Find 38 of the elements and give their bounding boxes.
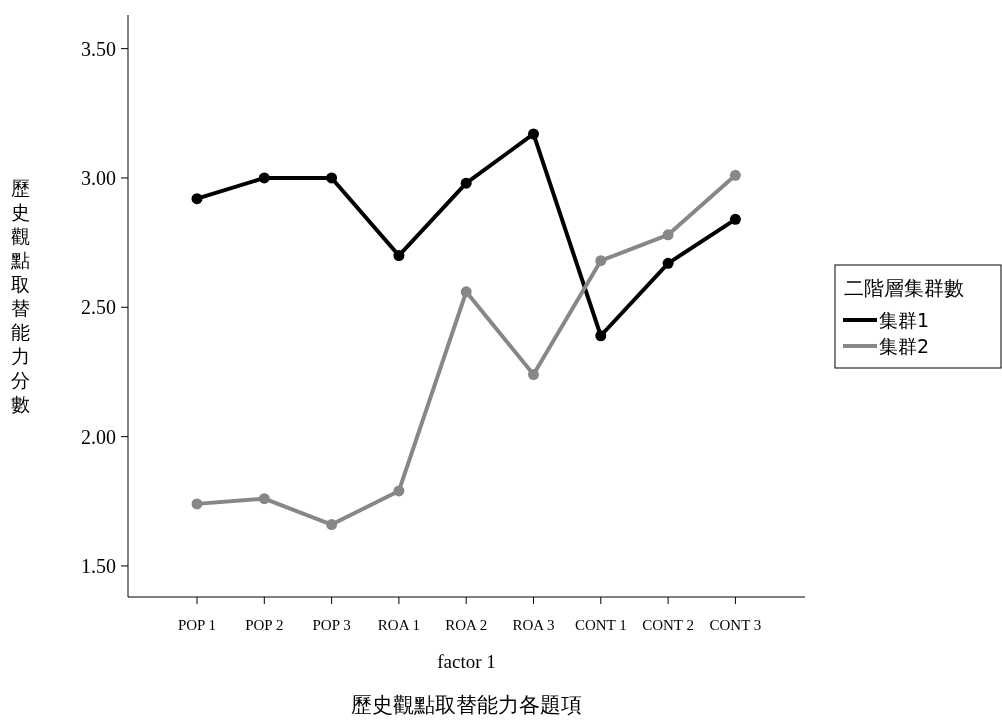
point	[393, 485, 405, 497]
x-tick-label: ROA 2	[445, 617, 488, 633]
legend-title: 二階層集群數	[844, 276, 964, 300]
text: 歷史觀點取替能力各題項	[351, 693, 582, 717]
x-axis-title: factor 1	[437, 651, 496, 672]
x-tick-label: POP 2	[245, 617, 284, 633]
y-tick-label: 2.50	[81, 296, 116, 319]
point	[460, 286, 472, 298]
x-tick-label: POP 3	[312, 617, 351, 633]
point	[258, 493, 270, 505]
x-tick-label: POP 1	[177, 617, 217, 633]
x-tick-label: CONT 1	[574, 617, 627, 633]
point	[258, 172, 270, 184]
x-tick-label: ROA 1	[377, 617, 420, 633]
point	[528, 369, 539, 381]
y-tick-label: 3.50	[81, 37, 116, 60]
y-tick-label: 2.00	[81, 425, 116, 448]
point	[460, 177, 472, 189]
point	[595, 255, 607, 267]
y-tick-label: 1.50	[81, 554, 116, 577]
x-tick-label: ROA 3	[512, 617, 555, 633]
point	[191, 193, 203, 205]
point	[393, 250, 405, 262]
point	[595, 330, 607, 342]
point	[326, 172, 338, 184]
point	[729, 213, 741, 225]
point	[528, 128, 539, 140]
point	[662, 229, 674, 241]
text: 歷史觀點取替能力分數	[10, 177, 30, 415]
point	[191, 498, 203, 510]
y-tick-label: 3.00	[81, 166, 116, 189]
x-tick-label: CONT 2	[642, 617, 695, 633]
point	[662, 257, 674, 269]
legend-label: 集群2	[879, 335, 930, 357]
x-tick-label: CONT 3	[709, 617, 762, 633]
legend-label: 集群1	[879, 309, 930, 331]
point	[729, 169, 741, 181]
point	[326, 519, 338, 531]
